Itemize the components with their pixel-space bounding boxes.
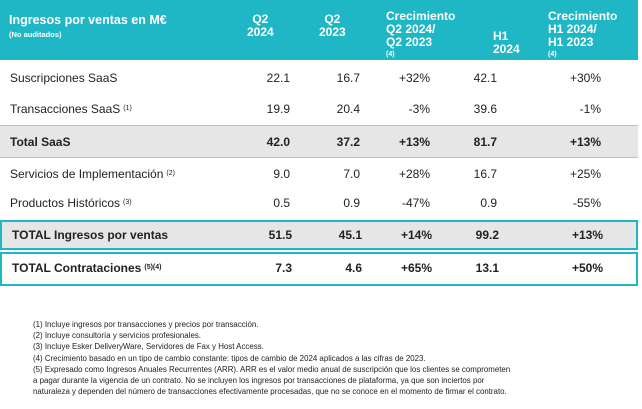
row-label: Transacciones SaaS (1) (10, 102, 132, 116)
value-growth-q2: +28% (398, 167, 430, 181)
value-h1-2024: 42.1 (473, 71, 497, 85)
value-growth-q2: +14% (400, 228, 432, 242)
footnote-2: (2) Incluye consultoría y servicios prof… (33, 331, 201, 341)
row-divider (0, 157, 638, 158)
value-q2-2024: 19.9 (266, 102, 290, 116)
value-growth-h1: +50% (571, 261, 603, 275)
footnotes: (1) Incluye ingresos por transacciones y… (33, 319, 613, 397)
value-growth-h1: +13% (569, 135, 601, 149)
footnote-ref: (5)(4) (144, 264, 162, 271)
footnote-3: (3) Incluye Esker DeliveryWare, Servidor… (33, 342, 264, 352)
value-q2-2024: 22.1 (266, 71, 290, 85)
value-q2-2024: 9.0 (273, 167, 290, 181)
header-note-4: (4) (548, 51, 557, 58)
value-h1-2024: 99.2 (475, 228, 499, 242)
value-h1-2024: 0.9 (480, 196, 497, 210)
value-growth-q2: +13% (398, 135, 430, 149)
table-row-total-saas: Total SaaS 42.0 37.2 +13% 81.7 +13% (0, 125, 638, 158)
footnote-5: (5) Expresado como Ingresos Anuales Recu… (33, 364, 511, 374)
footnote-ref: (3) (123, 199, 132, 206)
value-q2-2024: 0.5 (273, 196, 290, 210)
header-col-h1-2024: H1 2024 (493, 29, 520, 56)
row-label: Servicios de Implementación (2) (10, 167, 175, 181)
value-growth-q2: +65% (400, 261, 432, 275)
table-header: Ingresos por ventas en M€ (No auditados)… (0, 0, 638, 60)
value-q2-2023: 45.1 (338, 228, 362, 242)
value-growth-h1: -55% (572, 196, 601, 210)
table-subtitle: (No auditados) (9, 30, 62, 39)
value-q2-2023: 37.2 (336, 135, 360, 149)
row-label: TOTAL Ingresos por ventas (12, 228, 169, 242)
value-growth-q2: -3% (408, 102, 430, 116)
value-h1-2024: 81.7 (473, 135, 497, 149)
header-note-4: (4) (386, 51, 395, 58)
footnote-ref: (1) (123, 105, 132, 112)
table-row-total-bookings: TOTAL Contrataciones (5)(4) 7.3 4.6 +65% … (0, 252, 638, 286)
header-col-growth-h1: Crecimiento H1 2024/ H1 2023 (4) (548, 9, 618, 59)
table-row-total-revenue: TOTAL Ingresos por ventas 51.5 45.1 +14%… (0, 220, 638, 250)
row-label: TOTAL Contrataciones (5)(4) (12, 261, 162, 275)
value-h1-2024: 13.1 (475, 261, 499, 275)
value-growth-h1: -1% (579, 102, 601, 116)
value-q2-2024: 7.3 (275, 261, 292, 275)
value-growth-q2: +32% (398, 71, 430, 85)
row-label: Productos Históricos (3) (10, 196, 132, 210)
value-growth-h1: +13% (571, 228, 603, 242)
row-label: Suscripciones SaaS (10, 71, 118, 85)
table-row: Servicios de Implementación (2) 9.0 7.0 +… (0, 158, 638, 188)
header-col-q2-2023: Q2 2023 (319, 12, 346, 39)
value-q2-2023: 0.9 (343, 196, 360, 210)
table-row: Suscripciones SaaS 22.1 16.7 +32% 42.1 +… (0, 60, 638, 90)
value-q2-2023: 20.4 (336, 102, 360, 116)
value-q2-2023: 16.7 (336, 71, 360, 85)
value-growth-q2: -47% (401, 196, 430, 210)
footnote-1: (1) Incluye ingresos por transacciones y… (33, 320, 259, 329)
value-h1-2024: 16.7 (473, 167, 497, 181)
header-col-q2-2024: Q2 2024 (247, 12, 274, 39)
footnote-5-cont: a pagar durante la vigencia de un contra… (33, 376, 485, 386)
value-growth-h1: +25% (569, 167, 601, 181)
value-q2-2023: 4.6 (345, 261, 362, 275)
table-row: Transacciones SaaS (1) 19.9 20.4 -3% 39.6… (0, 90, 638, 125)
row-label: Total SaaS (10, 135, 71, 149)
footnote-4: (4) Crecimiento basado en un tipo de cam… (33, 353, 426, 363)
value-q2-2023: 7.0 (343, 167, 360, 181)
header-col-growth-q2: Crecimiento Q2 2024/ Q2 2023 (4) (386, 9, 456, 59)
value-growth-h1: +30% (569, 71, 601, 85)
value-h1-2024: 39.6 (473, 102, 497, 116)
row-divider (0, 125, 638, 126)
footnote-5-cont: naturaleza y dependen del número de tran… (33, 387, 507, 397)
footnote-ref: (2) (166, 170, 175, 177)
value-q2-2024: 42.0 (266, 135, 290, 149)
table-title: Ingresos por ventas en M€ (9, 13, 167, 27)
value-q2-2024: 51.5 (268, 228, 292, 242)
table-row: Productos Históricos (3) 0.5 0.9 -47% 0.9… (0, 188, 638, 220)
